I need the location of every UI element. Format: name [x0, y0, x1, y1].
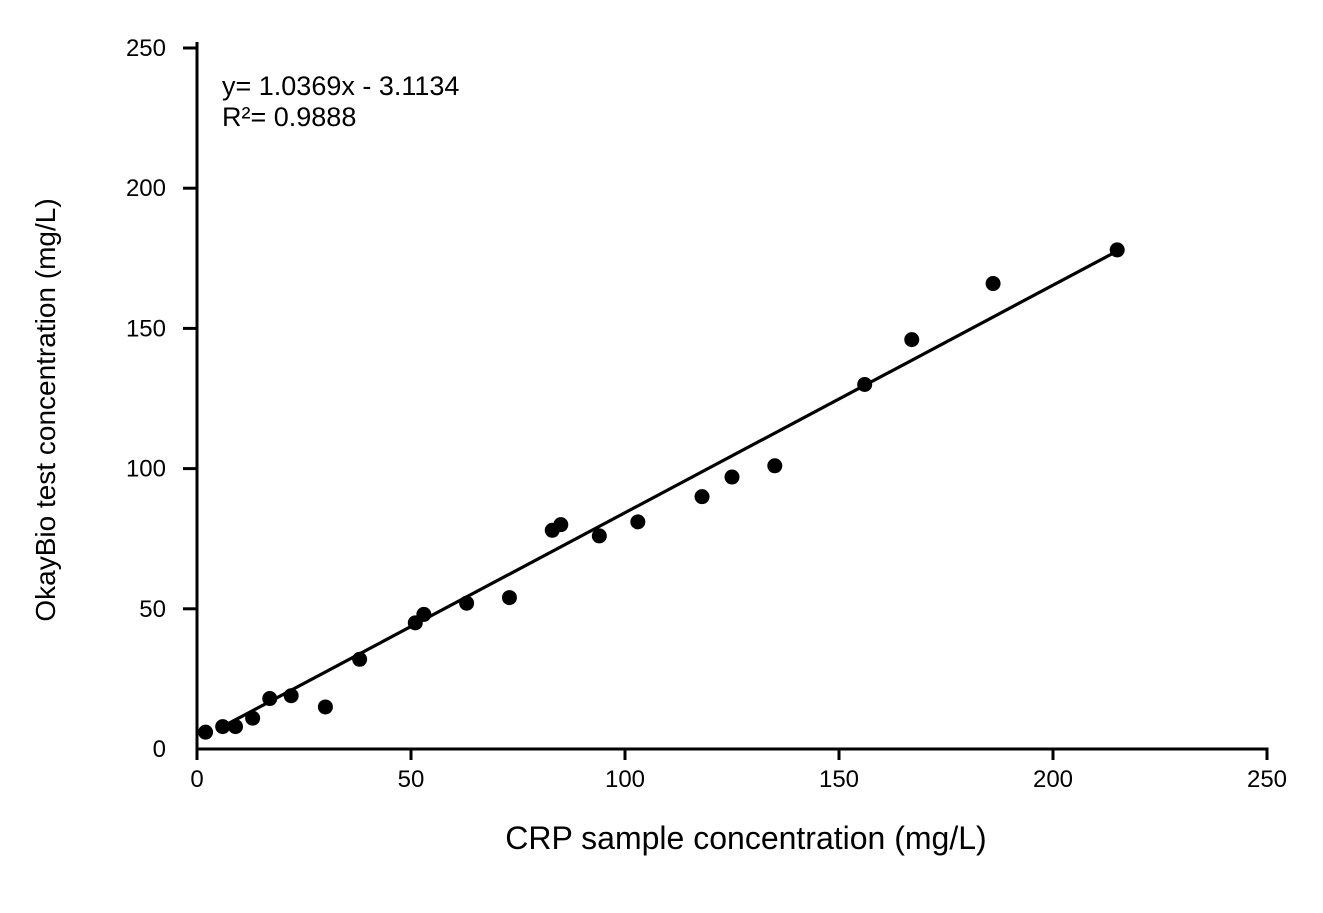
y-tick-label: 150: [126, 315, 166, 342]
y-tick-label: 50: [139, 596, 166, 623]
data-point: [352, 651, 368, 667]
x-tick-label: 150: [819, 766, 859, 793]
x-tick-label: 100: [605, 766, 645, 793]
data-point: [985, 276, 1001, 292]
annotation-r-squared: R²= 0.9888: [222, 102, 356, 132]
x-tick-label: 0: [190, 766, 203, 793]
data-point: [215, 719, 231, 735]
data-point: [245, 710, 261, 726]
y-tick-label: 250: [126, 35, 166, 62]
y-tick-label: 0: [153, 736, 166, 763]
annotation-equation: y= 1.0369x - 3.1134: [222, 71, 459, 101]
data-point: [416, 606, 432, 622]
data-point: [198, 724, 214, 740]
data-point: [459, 595, 475, 611]
data-point: [591, 528, 607, 544]
data-point: [857, 376, 873, 392]
y-tick-label: 200: [126, 175, 166, 202]
x-tick-label: 200: [1033, 766, 1073, 793]
tick-marks-and-labels: 0 50 100 150 200 250 0 50 100 150 200 250: [126, 35, 1287, 793]
y-tick-label: 100: [126, 456, 166, 483]
data-point: [694, 489, 710, 505]
data-point: [262, 691, 278, 707]
data-point: [630, 514, 646, 530]
data-point: [1109, 242, 1125, 258]
data-point: [724, 469, 740, 485]
trend-line: [221, 248, 1120, 728]
data-point: [767, 458, 783, 474]
x-axis-title: CRP sample concentration (mg/L): [505, 820, 986, 856]
data-point: [228, 719, 244, 735]
data-point: [501, 590, 517, 606]
axes: [195, 42, 1269, 760]
data-point: [553, 517, 569, 533]
data-point: [904, 332, 920, 348]
plot-area: [198, 242, 1125, 740]
x-tick-label: 250: [1247, 766, 1287, 793]
x-tick-label: 50: [398, 766, 425, 793]
data-point: [283, 688, 299, 704]
data-point: [317, 699, 333, 715]
y-axis-title: OkayBio test concentration (mg/L): [30, 198, 61, 621]
